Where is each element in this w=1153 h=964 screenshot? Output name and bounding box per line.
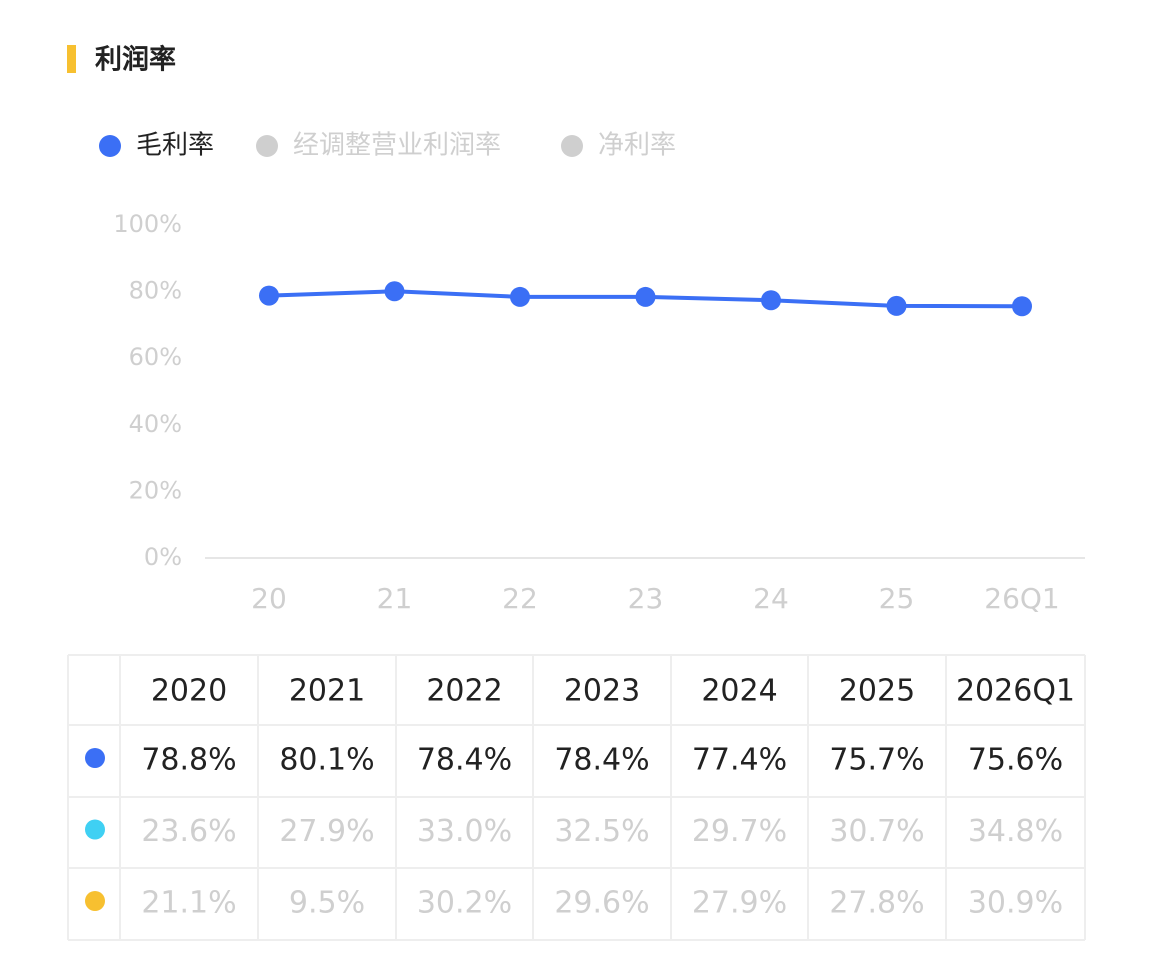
table-cell: 23.6%: [141, 814, 236, 849]
x-tick-label: 21: [377, 582, 413, 615]
x-tick-label: 25: [879, 582, 915, 615]
x-tick-label: 23: [628, 582, 664, 615]
data-point: [886, 295, 907, 316]
y-tick-label: 20%: [129, 476, 182, 504]
table-cell: 78.4%: [417, 743, 512, 778]
x-tick-label: 26Q1: [984, 582, 1059, 615]
table-cell: 32.5%: [554, 814, 649, 849]
table-header: 2022: [426, 674, 502, 709]
data-point: [1012, 296, 1032, 317]
table-cell: 29.7%: [692, 814, 787, 849]
section-title: 利润率: [95, 44, 176, 76]
table-cell: 27.8%: [829, 886, 924, 921]
legend-label[interactable]: 毛利率: [136, 131, 214, 161]
table-cell: 30.9%: [968, 886, 1063, 921]
legend-label[interactable]: 经调整营业利润率: [293, 131, 501, 161]
table-cell: 75.7%: [829, 743, 924, 778]
x-tick-label: 22: [502, 582, 538, 615]
data-point: [510, 286, 530, 307]
table-cell: 21.1%: [141, 886, 236, 921]
x-tick-label: 24: [753, 582, 789, 615]
table-cell: 78.8%: [141, 743, 236, 778]
table-cell: 75.6%: [968, 743, 1063, 778]
table-cell: 30.7%: [829, 814, 924, 849]
y-tick-label: 100%: [113, 210, 182, 238]
y-tick-label: 60%: [129, 343, 182, 371]
legend-marker[interactable]: [99, 135, 121, 157]
data-point: [384, 281, 405, 302]
table-header: 2025: [839, 674, 915, 709]
y-tick-label: 40%: [129, 410, 182, 438]
table-cell: 33.0%: [417, 814, 512, 849]
data-point: [635, 286, 656, 307]
table-cell: 30.2%: [417, 886, 512, 921]
row-marker: [85, 748, 105, 768]
table-header: 2024: [701, 674, 777, 709]
table-cell: 80.1%: [279, 743, 374, 778]
y-tick-label: 0%: [144, 543, 182, 571]
table-cell: 27.9%: [279, 814, 374, 849]
data-point: [259, 285, 279, 306]
table-cell: 27.9%: [692, 886, 787, 921]
table-header: 2023: [564, 674, 640, 709]
x-tick-label: 20: [251, 582, 287, 615]
legend-label[interactable]: 净利率: [598, 131, 676, 161]
legend-marker[interactable]: [256, 135, 278, 157]
table-cell: 77.4%: [692, 743, 787, 778]
legend-marker[interactable]: [561, 135, 583, 157]
table-cell: 34.8%: [968, 814, 1063, 849]
table-header: 2020: [151, 674, 227, 709]
table-cell: 78.4%: [554, 743, 649, 778]
table-header: 2026Q1: [956, 674, 1075, 709]
row-marker: [85, 819, 105, 840]
row-marker: [85, 891, 105, 911]
table-cell: 29.6%: [554, 886, 649, 921]
title-accent: [67, 45, 76, 73]
y-tick-label: 80%: [129, 277, 182, 305]
table-cell: 9.5%: [289, 886, 365, 921]
table-header: 2021: [289, 674, 365, 709]
data-point: [761, 290, 781, 311]
